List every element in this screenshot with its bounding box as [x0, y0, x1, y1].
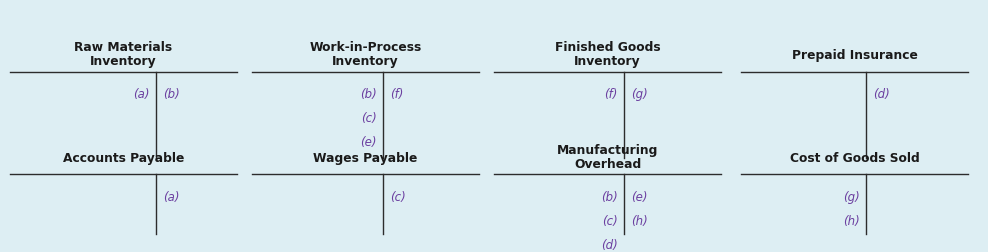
Text: (f): (f)	[604, 88, 618, 102]
Text: (c): (c)	[602, 215, 618, 228]
Text: (d): (d)	[873, 88, 890, 102]
Text: Manufacturing: Manufacturing	[557, 144, 658, 156]
Text: Inventory: Inventory	[574, 55, 641, 68]
Text: (c): (c)	[390, 191, 406, 204]
Text: (g): (g)	[843, 191, 860, 204]
Text: (b): (b)	[601, 191, 618, 204]
Text: Wages Payable: Wages Payable	[313, 152, 418, 165]
Text: Raw Materials: Raw Materials	[74, 41, 173, 54]
Text: Prepaid Insurance: Prepaid Insurance	[791, 49, 918, 62]
Text: (c): (c)	[361, 112, 376, 125]
Text: Cost of Goods Sold: Cost of Goods Sold	[789, 152, 920, 165]
Text: (e): (e)	[360, 136, 376, 149]
Text: Finished Goods: Finished Goods	[555, 41, 660, 54]
Text: (f): (f)	[390, 88, 404, 102]
Text: (b): (b)	[360, 88, 376, 102]
Text: (d): (d)	[601, 239, 618, 252]
Text: Inventory: Inventory	[90, 55, 157, 68]
Text: Work-in-Process: Work-in-Process	[309, 41, 422, 54]
Text: (a): (a)	[132, 88, 149, 102]
Text: (e): (e)	[631, 191, 648, 204]
Text: (h): (h)	[631, 215, 648, 228]
Text: (g): (g)	[631, 88, 648, 102]
Text: Inventory: Inventory	[332, 55, 399, 68]
Text: (b): (b)	[163, 88, 180, 102]
Text: Overhead: Overhead	[574, 158, 641, 171]
Text: (h): (h)	[843, 215, 860, 228]
Text: (a): (a)	[163, 191, 180, 204]
Text: Accounts Payable: Accounts Payable	[63, 152, 184, 165]
